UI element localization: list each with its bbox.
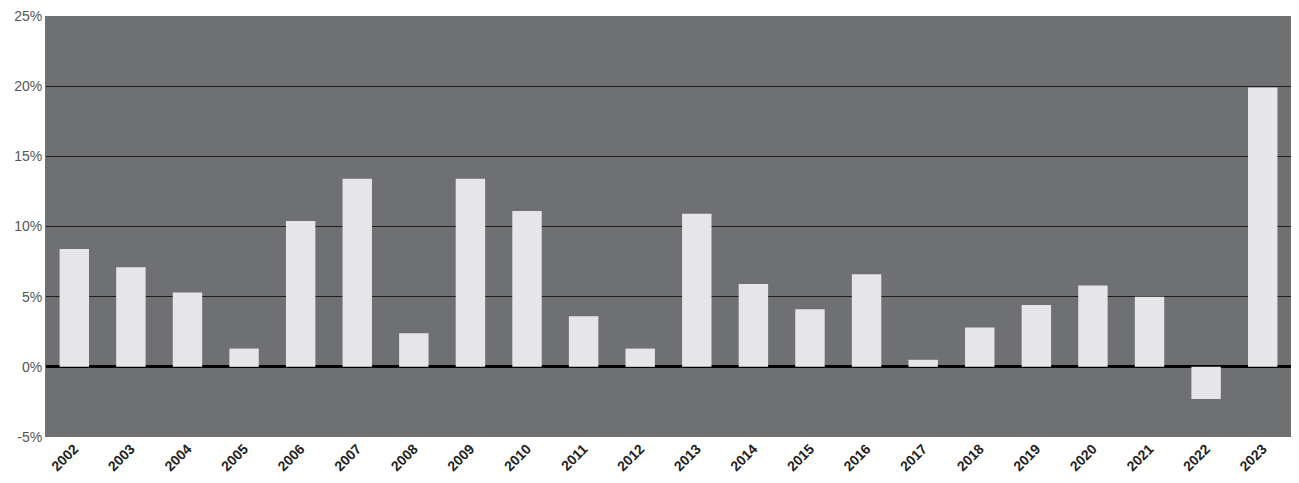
svg-text:2003: 2003 <box>105 441 138 474</box>
svg-text:2022: 2022 <box>1180 441 1213 474</box>
svg-text:20%: 20% <box>14 78 42 94</box>
svg-text:2023: 2023 <box>1236 441 1269 474</box>
svg-text:2009: 2009 <box>444 441 477 474</box>
svg-text:25%: 25% <box>14 8 42 24</box>
svg-text:2005: 2005 <box>218 441 251 474</box>
svg-text:2010: 2010 <box>501 441 534 474</box>
svg-text:15%: 15% <box>14 148 42 164</box>
svg-text:-5%: -5% <box>17 429 42 445</box>
svg-text:2011: 2011 <box>558 441 591 474</box>
svg-text:2015: 2015 <box>784 441 817 474</box>
svg-text:5%: 5% <box>22 289 42 305</box>
svg-text:2004: 2004 <box>161 441 194 474</box>
svg-text:2020: 2020 <box>1067 441 1100 474</box>
svg-text:2012: 2012 <box>614 441 647 474</box>
svg-text:2002: 2002 <box>48 441 81 474</box>
svg-text:2007: 2007 <box>331 441 364 474</box>
svg-text:2008: 2008 <box>388 441 421 474</box>
svg-text:2021: 2021 <box>1123 441 1156 474</box>
svg-text:2014: 2014 <box>727 441 760 474</box>
svg-text:2019: 2019 <box>1010 441 1043 474</box>
svg-text:2013: 2013 <box>671 441 704 474</box>
svg-text:0%: 0% <box>22 359 42 375</box>
svg-text:2018: 2018 <box>953 441 986 474</box>
svg-text:2017: 2017 <box>897 441 930 474</box>
svg-text:2016: 2016 <box>840 441 873 474</box>
svg-text:2006: 2006 <box>274 441 307 474</box>
svg-text:10%: 10% <box>14 218 42 234</box>
